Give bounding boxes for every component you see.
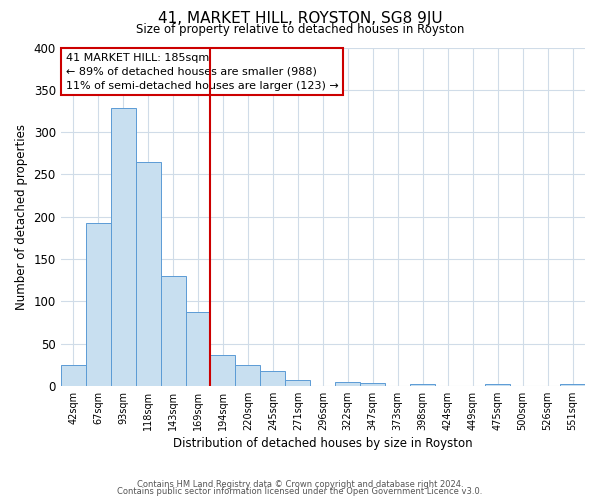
Text: 41 MARKET HILL: 185sqm
← 89% of detached houses are smaller (988)
11% of semi-de: 41 MARKET HILL: 185sqm ← 89% of detached… bbox=[66, 52, 338, 90]
Text: Size of property relative to detached houses in Royston: Size of property relative to detached ho… bbox=[136, 22, 464, 36]
Bar bbox=[110, 108, 136, 386]
Bar bbox=[161, 276, 185, 386]
Bar bbox=[260, 372, 286, 386]
Bar bbox=[485, 384, 510, 386]
X-axis label: Distribution of detached houses by size in Royston: Distribution of detached houses by size … bbox=[173, 437, 473, 450]
Y-axis label: Number of detached properties: Number of detached properties bbox=[15, 124, 28, 310]
Bar bbox=[235, 364, 260, 386]
Bar bbox=[86, 222, 110, 386]
Bar bbox=[410, 384, 435, 386]
Text: Contains public sector information licensed under the Open Government Licence v3: Contains public sector information licen… bbox=[118, 487, 482, 496]
Bar bbox=[360, 384, 385, 386]
Bar bbox=[61, 364, 86, 386]
Bar bbox=[185, 312, 211, 386]
Bar bbox=[211, 354, 235, 386]
Bar bbox=[560, 384, 585, 386]
Bar bbox=[286, 380, 310, 386]
Bar bbox=[335, 382, 360, 386]
Text: Contains HM Land Registry data © Crown copyright and database right 2024.: Contains HM Land Registry data © Crown c… bbox=[137, 480, 463, 489]
Text: 41, MARKET HILL, ROYSTON, SG8 9JU: 41, MARKET HILL, ROYSTON, SG8 9JU bbox=[158, 11, 442, 26]
Bar bbox=[136, 162, 161, 386]
